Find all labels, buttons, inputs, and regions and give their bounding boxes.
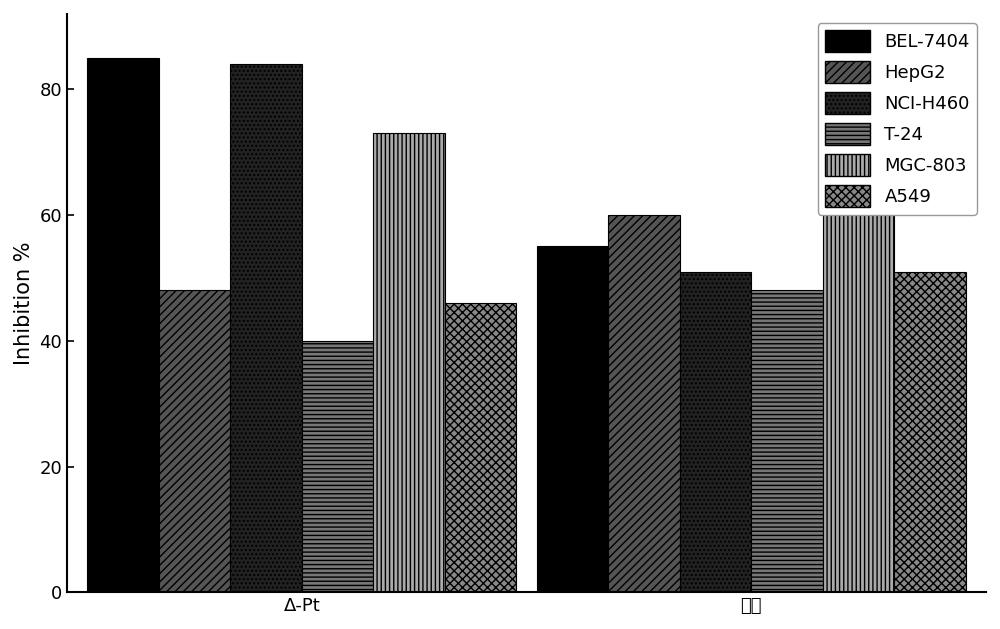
Bar [680, 272, 751, 593]
Bar [537, 247, 608, 593]
Bar [445, 303, 516, 593]
Bar [608, 215, 680, 593]
Bar [87, 58, 159, 593]
Y-axis label: Inhibition %: Inhibition % [14, 242, 34, 365]
Bar [894, 272, 966, 593]
Bar [230, 64, 302, 593]
Bar [159, 291, 230, 593]
Bar [823, 146, 894, 593]
Legend: BEL-7404, HepG2, NCI-H460, T-24, MGC-803, A549: BEL-7404, HepG2, NCI-H460, T-24, MGC-803… [818, 23, 977, 214]
Bar [373, 133, 445, 593]
Bar [302, 341, 373, 593]
Bar [751, 291, 823, 593]
